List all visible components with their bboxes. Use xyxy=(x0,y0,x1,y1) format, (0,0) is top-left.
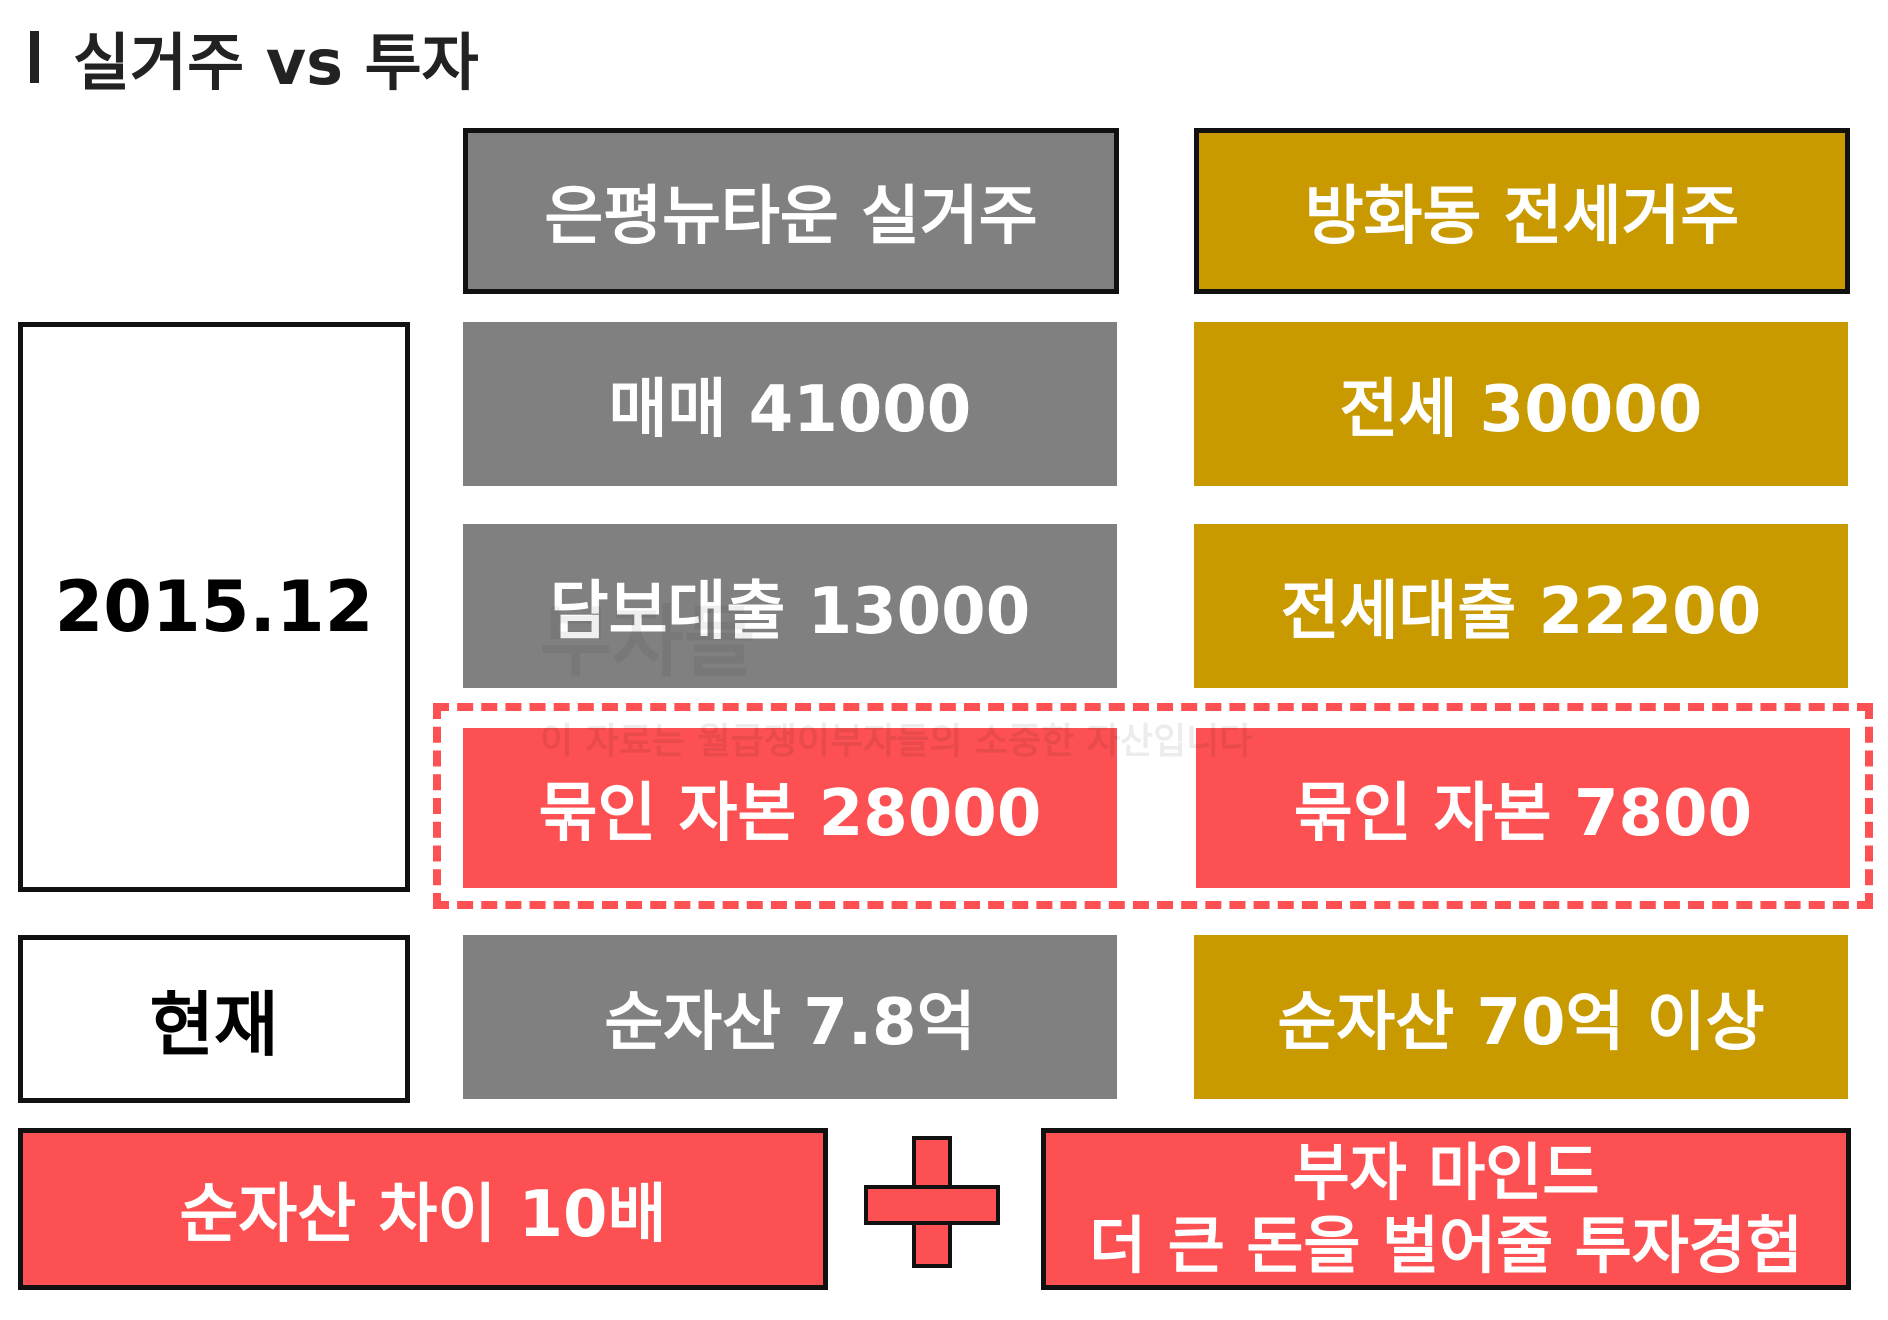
rich-mind-line1: 부자 마인드 xyxy=(1292,1135,1600,1209)
rich-mind-summary-box: 부자 마인드 더 큰 돈을 벌어줄 투자경험 xyxy=(1041,1128,1851,1290)
left-purchase-cell: 매매 41000 xyxy=(463,322,1117,486)
now-label-box: 현재 xyxy=(18,935,410,1103)
rich-mind-line2: 더 큰 돈을 벌어줄 투자경험 xyxy=(1089,1209,1803,1282)
right-capital-cell: 묶인 자본 7800 xyxy=(1196,728,1850,888)
date-label-box: 2015.12 xyxy=(18,322,410,892)
capital-highlight-frame xyxy=(433,703,1873,909)
left-net-asset-cell: 순자산 7.8억 xyxy=(463,935,1117,1099)
right-column-header: 방화동 전세거주 xyxy=(1194,128,1850,294)
left-loan-cell: 담보대출 13000 xyxy=(463,524,1117,688)
page-title-text: 실거주 vs 투자 xyxy=(73,26,479,99)
watermark-main: 부자들 xyxy=(540,598,756,688)
page-title: 실거주 vs 투자 xyxy=(30,12,479,102)
watermark-sub: 이 자료는 월급쟁이부자들의 소중한 자산입니다 xyxy=(540,721,1253,762)
left-column-header: 은평뉴타운 실거주 xyxy=(463,128,1119,294)
title-bar-icon xyxy=(30,31,39,83)
difference-summary-box: 순자산 차이 10배 xyxy=(18,1128,828,1290)
right-net-asset-cell: 순자산 70억 이상 xyxy=(1194,935,1848,1099)
right-loan-cell: 전세대출 22200 xyxy=(1194,524,1848,688)
right-jeonse-cell: 전세 30000 xyxy=(1194,322,1848,486)
plus-icon-center xyxy=(916,1189,948,1221)
left-capital-cell: 묶인 자본 28000 xyxy=(463,728,1117,888)
